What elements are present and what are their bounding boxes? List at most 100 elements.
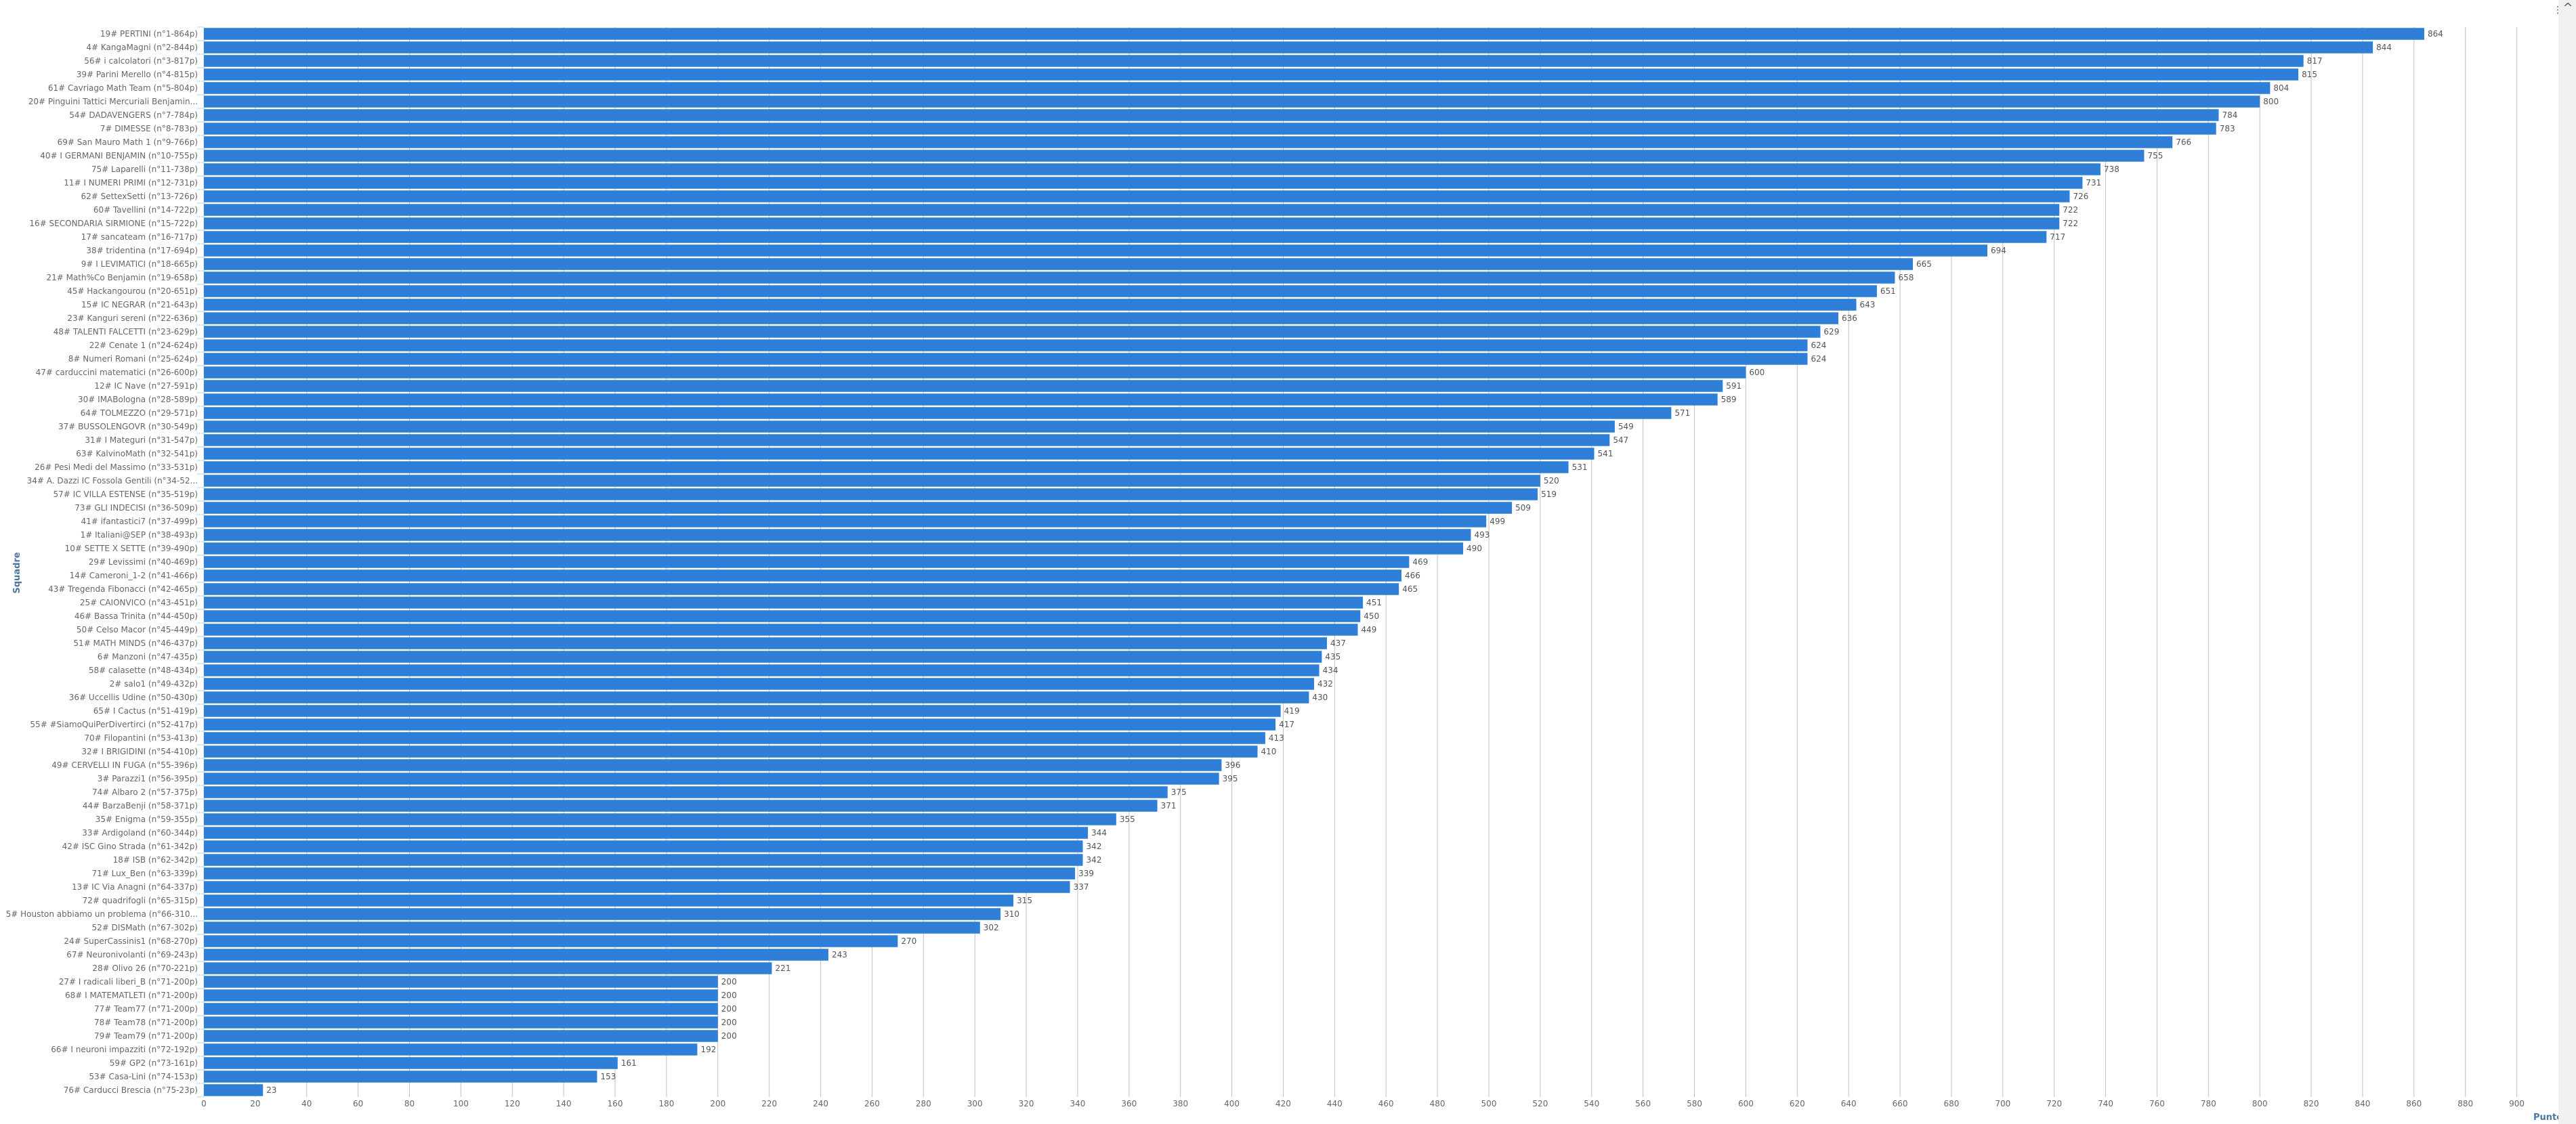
- bar[interactable]: [204, 177, 2083, 189]
- x-tick-label: 760: [2149, 1099, 2165, 1108]
- bar[interactable]: [204, 502, 1513, 514]
- bar[interactable]: [204, 28, 2425, 40]
- bar[interactable]: [204, 1084, 263, 1096]
- bar[interactable]: [204, 55, 2304, 67]
- bar[interactable]: [204, 1003, 718, 1015]
- chevron-up-icon[interactable]: ^: [2562, 1, 2573, 15]
- x-tick-label: 60: [353, 1099, 363, 1108]
- category-label: 10# SETTE X SETTE (n°39-490p): [65, 544, 198, 553]
- bar[interactable]: [204, 976, 718, 988]
- bar[interactable]: [204, 637, 1327, 649]
- data-label: 755: [2147, 151, 2163, 160]
- bar[interactable]: [204, 461, 1569, 473]
- data-label: 589: [1721, 395, 1737, 404]
- bar[interactable]: [204, 664, 1319, 676]
- bar[interactable]: [204, 68, 2299, 81]
- bar[interactable]: [204, 326, 1821, 338]
- bar[interactable]: [204, 272, 1895, 284]
- bar[interactable]: [204, 908, 1001, 920]
- bar[interactable]: [204, 813, 1116, 825]
- bar[interactable]: [204, 1043, 698, 1056]
- bar[interactable]: [204, 244, 1988, 257]
- bar[interactable]: [204, 583, 1399, 595]
- category-label: 7# DIMESSE (n°8-783p): [100, 124, 198, 133]
- vertical-scrollbar[interactable]: [2558, 0, 2576, 1124]
- bar[interactable]: [204, 610, 1361, 622]
- data-label: 844: [2376, 43, 2392, 52]
- category-label: 70# Filopantini (n°53-413p): [84, 733, 198, 743]
- bar[interactable]: [204, 515, 1487, 527]
- bar[interactable]: [204, 475, 1540, 487]
- bar[interactable]: [204, 786, 1168, 798]
- bar[interactable]: [204, 529, 1471, 541]
- bar[interactable]: [204, 312, 1838, 324]
- category-label: 24# SuperCassinis1 (n°68-270p): [64, 936, 198, 946]
- bar[interactable]: [204, 556, 1410, 568]
- bar[interactable]: [204, 1071, 597, 1083]
- bar[interactable]: [204, 353, 1808, 365]
- bar[interactable]: [204, 448, 1595, 460]
- bar[interactable]: [204, 827, 1089, 839]
- bar[interactable]: [204, 718, 1276, 731]
- bar[interactable]: [204, 299, 1857, 311]
- bar[interactable]: [204, 366, 1746, 379]
- data-label: 731: [2086, 178, 2101, 188]
- category-label: 25# CAIONVICO (n°43-451p): [80, 598, 198, 607]
- bar[interactable]: [204, 691, 1309, 704]
- bar[interactable]: [204, 800, 1158, 812]
- bar[interactable]: [204, 651, 1322, 663]
- bar[interactable]: [204, 393, 1718, 406]
- bar[interactable]: [204, 949, 828, 961]
- bar[interactable]: [204, 732, 1265, 744]
- bar[interactable]: [204, 136, 2173, 148]
- menu-dots-icon[interactable]: ⋮: [2553, 5, 2562, 16]
- bar[interactable]: [204, 1057, 618, 1069]
- category-label: 72# quadrifogli (n°65-315p): [83, 896, 198, 905]
- data-label: 465: [1402, 584, 1418, 594]
- bar[interactable]: [204, 285, 1877, 297]
- bar[interactable]: [204, 624, 1358, 636]
- bar[interactable]: [204, 894, 1014, 907]
- bar[interactable]: [204, 962, 772, 974]
- bar[interactable]: [204, 190, 2070, 202]
- category-label: 21# Math%Co Benjamin (n°19-658p): [46, 273, 198, 282]
- bar[interactable]: [204, 935, 898, 947]
- category-label: 69# San Mauro Math 1 (n°9-766p): [58, 137, 198, 147]
- bar[interactable]: [204, 597, 1364, 609]
- data-label: 800: [2263, 97, 2279, 106]
- bar[interactable]: [204, 854, 1083, 866]
- bar[interactable]: [204, 1030, 718, 1042]
- bar[interactable]: [204, 759, 1222, 771]
- bar[interactable]: [204, 123, 2216, 135]
- bar[interactable]: [204, 109, 2219, 121]
- bar[interactable]: [204, 434, 1610, 446]
- bar[interactable]: [204, 745, 1258, 758]
- bar[interactable]: [204, 840, 1083, 852]
- bar[interactable]: [204, 488, 1538, 500]
- bar[interactable]: [204, 407, 1672, 419]
- bar[interactable]: [204, 542, 1464, 555]
- bar[interactable]: [204, 420, 1615, 433]
- bar[interactable]: [204, 150, 2145, 162]
- bar[interactable]: [204, 678, 1315, 690]
- bar[interactable]: [204, 773, 1219, 785]
- bar[interactable]: [204, 881, 1070, 893]
- bar[interactable]: [204, 82, 2271, 94]
- bar[interactable]: [204, 163, 2100, 175]
- bar[interactable]: [204, 922, 980, 934]
- bar[interactable]: [204, 569, 1402, 582]
- bar[interactable]: [204, 204, 2060, 216]
- bar[interactable]: [204, 705, 1281, 717]
- bar[interactable]: [204, 339, 1808, 351]
- bar[interactable]: [204, 41, 2373, 53]
- x-tick-label: 860: [2406, 1099, 2422, 1108]
- bar[interactable]: [204, 217, 2060, 230]
- bar[interactable]: [204, 95, 2260, 108]
- bar[interactable]: [204, 231, 2047, 243]
- bar[interactable]: [204, 380, 1723, 392]
- category-label: 60# Tavellini (n°14-722p): [93, 205, 198, 215]
- bar[interactable]: [204, 867, 1076, 880]
- bar[interactable]: [204, 1016, 718, 1029]
- bar[interactable]: [204, 989, 718, 1001]
- bar[interactable]: [204, 258, 1914, 270]
